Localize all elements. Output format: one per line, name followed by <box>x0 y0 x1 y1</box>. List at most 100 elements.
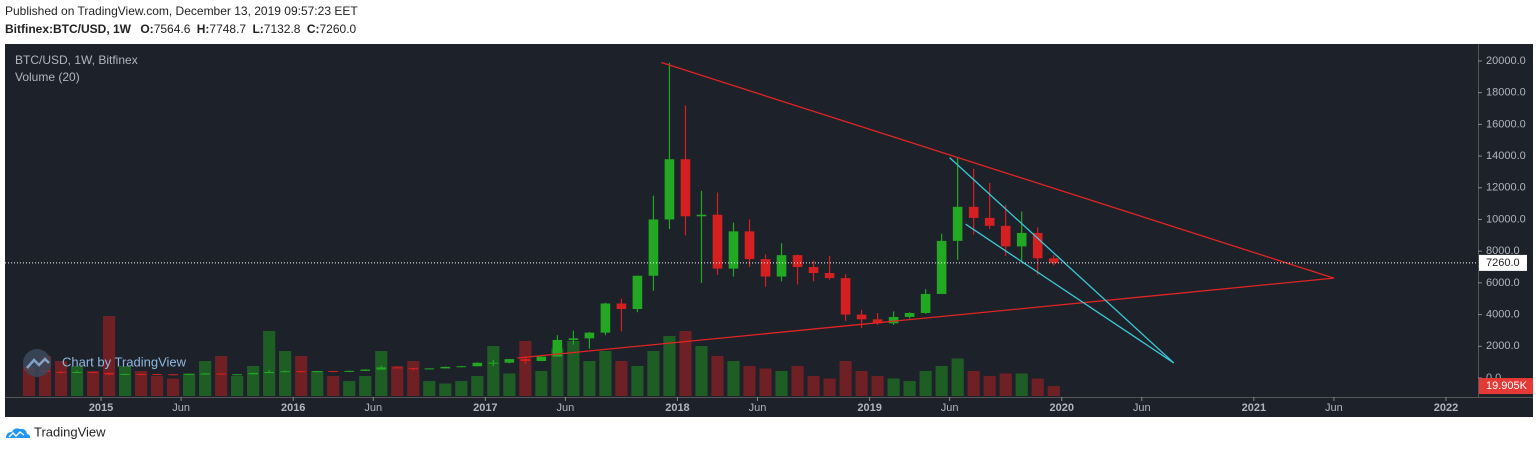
candle-body <box>808 267 819 274</box>
candle-body <box>88 371 98 373</box>
candle-body <box>552 339 563 357</box>
candle-body <box>904 312 915 317</box>
volume-bar <box>727 361 740 396</box>
volume-bar <box>327 376 340 396</box>
volume-last-label: 19.905K <box>1486 380 1528 392</box>
volume-bar <box>343 381 356 396</box>
volume-bar <box>263 331 276 396</box>
candle-body <box>296 371 307 373</box>
candle-body <box>760 259 771 277</box>
volume-bar <box>455 381 468 396</box>
legend-volume: Volume (20) <box>15 70 80 84</box>
x-tick-label: Jun <box>172 402 190 414</box>
published: Published on TradingView.com, December 1… <box>5 4 358 18</box>
volume-bar <box>503 373 516 396</box>
x-tick-label: 2020 <box>1049 402 1073 414</box>
candle-body <box>1016 232 1027 247</box>
candle-body <box>456 366 467 368</box>
watermark: Chart by TradingView <box>62 354 187 369</box>
volume-bar <box>631 366 644 396</box>
volume-last-box <box>1479 378 1533 395</box>
volume-bar <box>775 371 788 396</box>
candle-body <box>56 371 66 373</box>
candle-body <box>632 275 643 310</box>
volume-bar <box>199 361 212 396</box>
volume-bar <box>935 366 948 396</box>
symbol-header: Bitfinex:BTC/USD, 1W O:7564.6 H:7748.7 L… <box>5 22 357 36</box>
volume-bar <box>583 361 596 396</box>
y-tick-label: 18000.0 <box>1486 87 1526 99</box>
volume-bar <box>375 351 388 396</box>
trendline <box>517 277 1334 359</box>
y-tick-label: 16000.0 <box>1486 118 1526 130</box>
ohlc-value: 7564.6 <box>154 22 191 36</box>
watermark-logo <box>23 349 51 377</box>
volume-bar <box>471 376 484 396</box>
x-tick-label: 2022 <box>1434 402 1458 414</box>
volume-bar <box>871 376 884 396</box>
candle-body <box>536 356 547 362</box>
x-tick-label: Jun <box>749 402 767 414</box>
candle-body <box>328 371 339 373</box>
volume-bar <box>487 346 500 396</box>
candle-body <box>600 303 611 333</box>
time-axis <box>5 397 1533 417</box>
price-axis <box>1478 44 1533 397</box>
volume-bar <box>247 366 260 396</box>
x-tick-label: 2018 <box>665 402 689 414</box>
candle-body <box>168 374 178 376</box>
volume-bar <box>919 371 932 396</box>
candle-body <box>376 367 387 370</box>
x-tick-label: 2015 <box>89 402 113 414</box>
volume-layer <box>22 316 1060 396</box>
volume-bar <box>54 361 68 396</box>
candle-body <box>104 372 114 375</box>
ohlc-prefix: O: <box>140 22 153 36</box>
candle-body <box>280 371 290 373</box>
candle-body <box>984 217 995 226</box>
x-tick-label: Jun <box>1325 402 1343 414</box>
volume-bar <box>423 381 436 396</box>
volume-bar <box>711 356 724 396</box>
candle-body <box>888 316 899 324</box>
volume-bar <box>1031 378 1044 396</box>
volume-bar <box>70 366 84 396</box>
ohlc-prefix: C: <box>307 22 320 36</box>
candle-body <box>72 371 82 373</box>
candle-body <box>392 367 403 369</box>
candle-body <box>920 293 931 313</box>
volume-bar <box>743 366 756 396</box>
x-tick-label: 2021 <box>1242 402 1266 414</box>
volume-bar <box>135 371 148 396</box>
volume-bar <box>551 348 564 396</box>
symbol: Bitfinex:BTC/USD, 1W <box>5 22 132 36</box>
candle-body <box>824 273 835 279</box>
volume-bar <box>279 351 292 396</box>
x-tick-label: Jun <box>941 402 959 414</box>
candle-body <box>120 373 130 375</box>
candle-body <box>520 359 531 362</box>
volume-bar <box>118 366 132 396</box>
volume-bar <box>695 346 708 396</box>
y-tick-label: 14000.0 <box>1486 150 1526 162</box>
candle-body <box>680 159 691 217</box>
volume-bar <box>951 358 964 396</box>
last-price-box <box>1479 254 1527 271</box>
volume-bar <box>615 361 628 396</box>
candle-body <box>152 374 162 376</box>
candle-body <box>504 359 515 363</box>
y-tick-label: 2000.0 <box>1486 340 1520 352</box>
brand: TradingView <box>34 424 106 439</box>
candle-body <box>872 319 883 324</box>
trendline <box>949 157 1175 364</box>
volume-bar <box>791 366 804 396</box>
volume-bar <box>887 378 900 396</box>
volume-bar <box>679 331 692 396</box>
candle-body <box>216 373 226 375</box>
candle-body <box>792 255 803 268</box>
volume-bar <box>1047 386 1060 396</box>
volume-bar <box>663 336 676 396</box>
candle-body <box>1048 258 1059 263</box>
volume-bar <box>999 373 1012 396</box>
candle-body <box>744 231 755 260</box>
